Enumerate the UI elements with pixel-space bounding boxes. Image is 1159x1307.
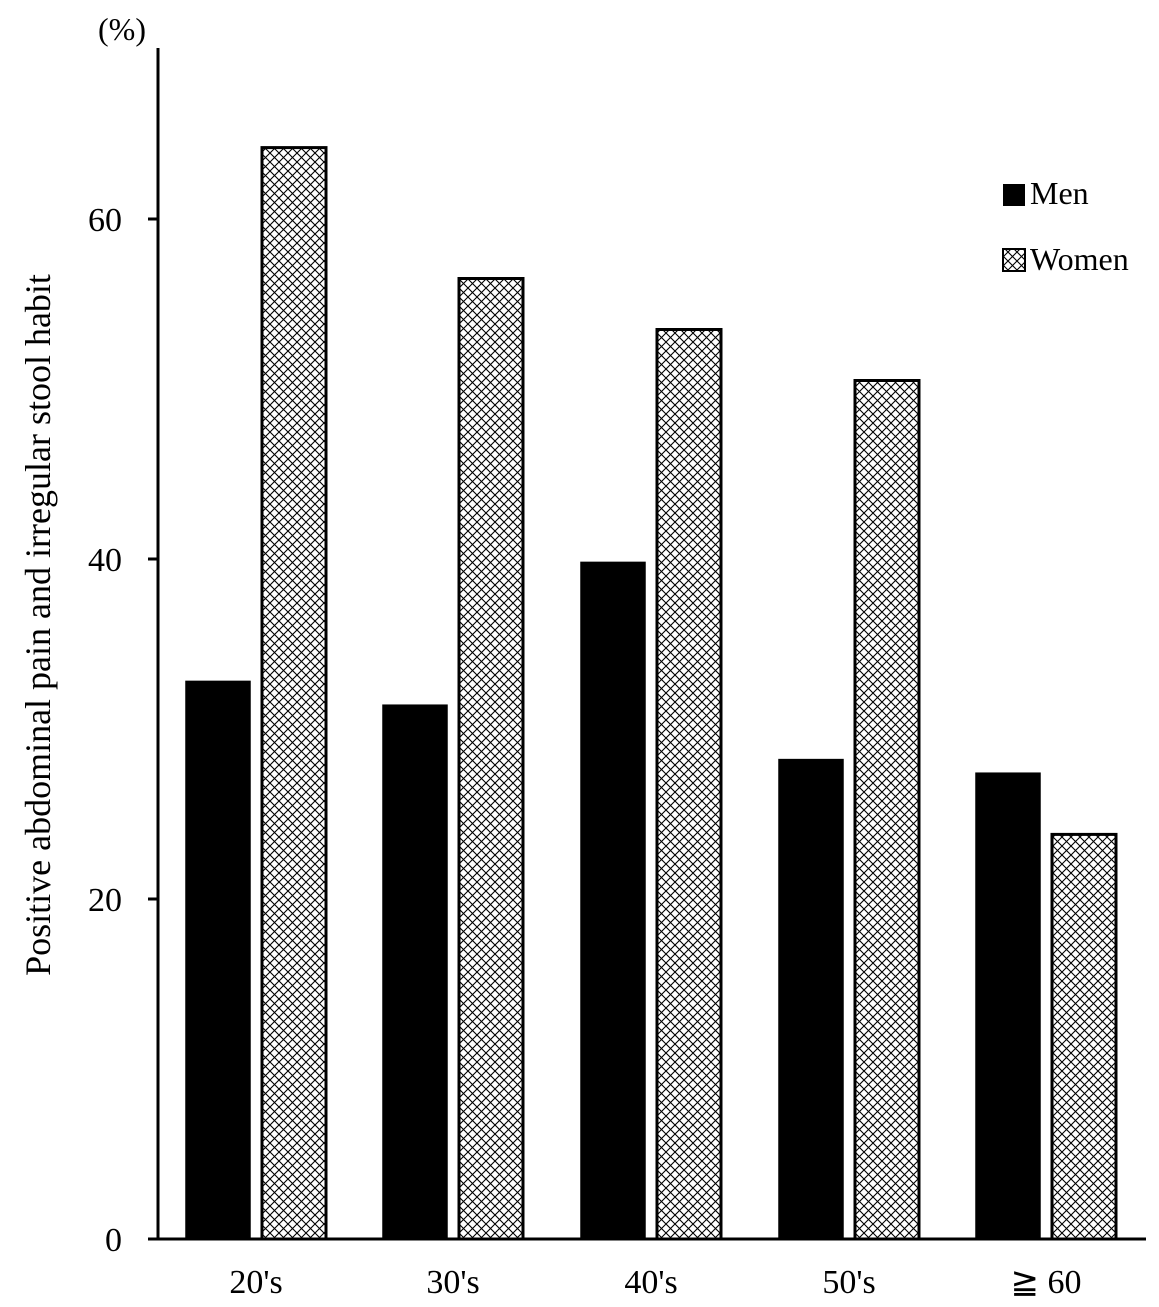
legend-swatch-men <box>1003 184 1025 206</box>
legend-label-women: Women <box>1030 241 1129 277</box>
legend: Men Women <box>1002 175 1129 277</box>
bar-men-2 <box>580 561 646 1240</box>
y-tick-label: 0 <box>105 1222 122 1259</box>
bars <box>185 146 1118 1241</box>
x-tick-label: ≧ 60 <box>1011 1264 1082 1301</box>
legend-item-women: Women <box>1002 241 1129 277</box>
bar-women-4 <box>1050 832 1118 1241</box>
y-axis-label: Positive abdominal pain and irregular st… <box>18 274 58 976</box>
bar-women-3 <box>853 379 921 1241</box>
legend-swatch-women <box>1002 248 1026 272</box>
bar-women-2 <box>655 328 723 1241</box>
bar-men-1 <box>382 704 448 1240</box>
x-tick-label: 50's <box>822 1264 875 1301</box>
legend-item-men: Men <box>1003 175 1089 211</box>
bar-women-0 <box>260 146 328 1241</box>
legend-label-men: Men <box>1030 175 1089 211</box>
y-axis-unit: (%) <box>98 11 146 47</box>
y-tick-label: 60 <box>88 202 122 239</box>
x-tick-label: 20's <box>229 1264 282 1301</box>
y-axis-ticks: 0 20 40 60 <box>88 202 158 1259</box>
x-tick-label: 30's <box>426 1264 479 1301</box>
bar-men-3 <box>778 758 844 1240</box>
bar-women-1 <box>457 277 525 1241</box>
x-axis-labels: 20's 30's 40's 50's ≧ 60 <box>229 1264 1081 1301</box>
y-tick-label: 20 <box>88 882 122 919</box>
bar-men-0 <box>185 680 251 1240</box>
bar-men-4 <box>975 772 1041 1240</box>
x-tick-label: 40's <box>624 1264 677 1301</box>
y-tick-label: 40 <box>88 542 122 579</box>
